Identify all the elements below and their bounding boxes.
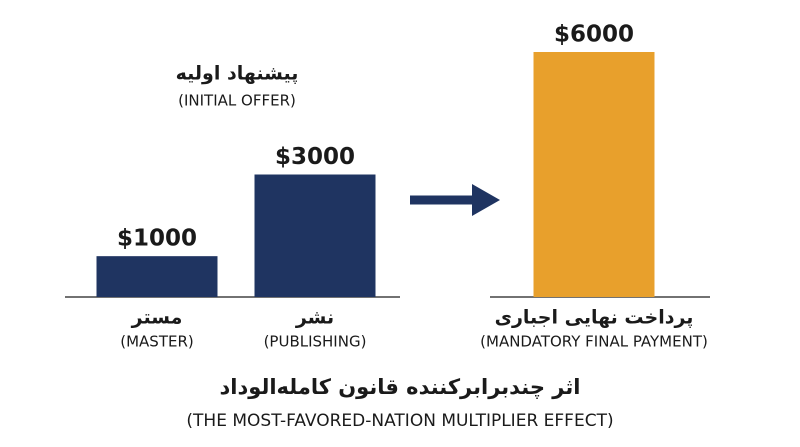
bar (96, 256, 218, 297)
value-label: $1000 (117, 226, 197, 252)
value-label: $3000 (275, 144, 355, 170)
group-label: پیشنهاد اولیه (176, 63, 299, 85)
bar (533, 52, 655, 297)
bar (254, 174, 376, 297)
value-label: $6000 (554, 22, 634, 48)
category-label-en: (MASTER) (120, 333, 194, 351)
chart-title: اثر چندبرابرکننده قانون کامله‌الوداد (220, 375, 581, 399)
category-label: پرداخت نهایی اجباری (495, 307, 694, 329)
category-label-en: (PUBLISHING) (264, 333, 367, 351)
group-label-en: (INITIAL OFFER) (178, 92, 296, 110)
category-label: نشر (295, 307, 334, 329)
category-label-en: (MANDATORY FINAL PAYMENT) (480, 333, 708, 351)
category-label: مستر (131, 307, 183, 329)
arrow (410, 184, 500, 216)
chart-subtitle: (THE MOST-FAVORED-NATION MULTIPLIER EFFE… (186, 411, 613, 431)
